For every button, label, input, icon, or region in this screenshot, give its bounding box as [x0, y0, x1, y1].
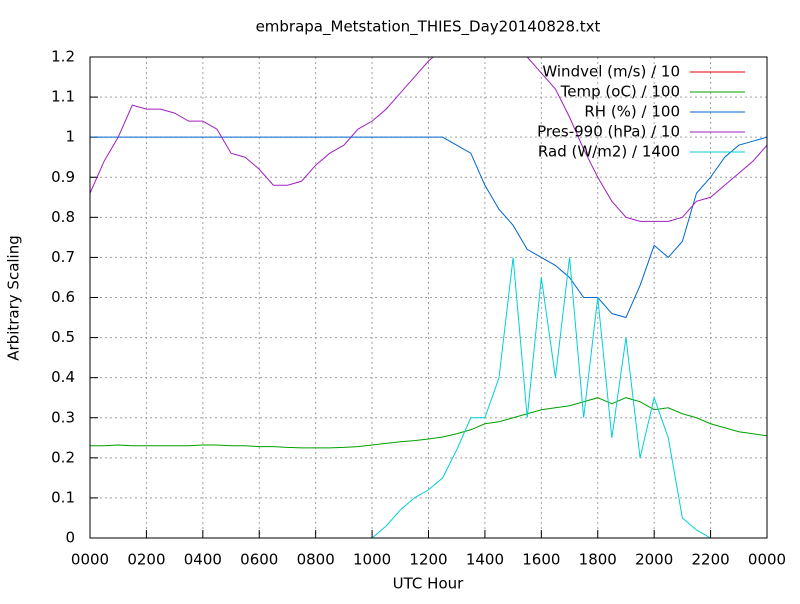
x-tick-label: 0600	[240, 551, 278, 569]
x-tick-label: 2000	[635, 551, 673, 569]
x-tick-label: 0400	[184, 551, 222, 569]
chart-title: embrapa_Metstation_THIES_Day20140828.txt	[256, 18, 601, 37]
y-tick-label: 0.3	[51, 408, 75, 426]
x-axis-label: UTC Hour	[393, 575, 464, 593]
legend-label: Pres-990 (hPa) / 10	[537, 123, 680, 141]
y-tick-label: 0.6	[51, 288, 75, 306]
x-tick-label: 2200	[691, 551, 729, 569]
y-tick-label: 0.8	[51, 208, 75, 226]
y-tick-label: 0.2	[51, 448, 75, 466]
plot-border	[89, 56, 768, 539]
x-tick-label: 0000	[71, 551, 109, 569]
series-line	[90, 136, 767, 319]
y-tick-label: 0.7	[51, 248, 75, 266]
series-line	[90, 57, 767, 222]
x-tick-label: 1000	[353, 551, 391, 569]
y-tick-label: 0	[65, 529, 75, 547]
legend-label: Temp (oC) / 100	[560, 83, 680, 101]
x-tick-label: 1600	[522, 551, 560, 569]
x-tick-label: 1400	[466, 551, 504, 569]
x-tick-label: 1200	[409, 551, 447, 569]
x-tick-label: 0000	[748, 551, 786, 569]
y-tick-label: 0.1	[51, 488, 75, 506]
legend-label: Windvel (m/s) / 10	[542, 63, 680, 81]
y-tick-label: 1.2	[51, 48, 75, 66]
series-line	[90, 397, 767, 449]
legend-label: RH (%) / 100	[584, 103, 680, 121]
y-tick-label: 1	[65, 128, 75, 146]
x-tick-label: 0800	[297, 551, 335, 569]
y-tick-label: 1.1	[51, 88, 75, 106]
x-tick-label: 0200	[127, 551, 165, 569]
legend-label: Rad (W/m2) / 1400	[538, 143, 680, 161]
x-tick-label: 1800	[579, 551, 617, 569]
y-tick-label: 0.4	[51, 368, 75, 386]
y-tick-label: 0.5	[51, 328, 75, 346]
y-axis-label: Arbitrary Scaling	[5, 235, 23, 361]
y-tick-label: 0.9	[51, 168, 75, 186]
series-line	[90, 257, 767, 538]
